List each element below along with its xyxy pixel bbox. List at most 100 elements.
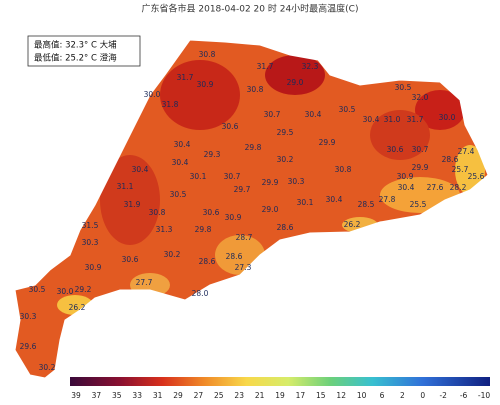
station-label: 27.3 bbox=[235, 263, 252, 272]
station-label: 30.0 bbox=[439, 113, 456, 122]
station-label: 28.5 bbox=[358, 200, 375, 209]
station-label: 27.7 bbox=[136, 278, 153, 287]
station-label: 30.6 bbox=[387, 145, 404, 154]
station-label: 30.0 bbox=[57, 287, 74, 296]
colorbar-label: 15 bbox=[316, 391, 326, 400]
colorbar-label: 37 bbox=[92, 391, 102, 400]
colorbar-label: 10 bbox=[357, 391, 367, 400]
station-label: 30.8 bbox=[199, 50, 216, 59]
station-label: 29.6 bbox=[20, 342, 37, 351]
station-label: 25.6 bbox=[468, 172, 485, 181]
station-label: 30.3 bbox=[288, 177, 305, 186]
station-label: 30.6 bbox=[122, 255, 139, 264]
station-label: 26.2 bbox=[69, 303, 86, 312]
station-label: 29.9 bbox=[319, 138, 336, 147]
station-label: 30.4 bbox=[305, 110, 322, 119]
colorbar-label: -6 bbox=[460, 391, 468, 400]
station-label: 30.4 bbox=[172, 158, 189, 167]
colorbar-label: 31 bbox=[153, 391, 163, 400]
summary-max: 最高值: 32.3° C 大埔 bbox=[34, 40, 117, 51]
station-label: 31.7 bbox=[177, 73, 194, 82]
station-label: 30.9 bbox=[397, 172, 414, 181]
station-label: 30.9 bbox=[225, 213, 242, 222]
station-label: 30.3 bbox=[20, 312, 37, 321]
colorbar-label: 23 bbox=[234, 391, 244, 400]
colorbar-label: 6 bbox=[380, 391, 385, 400]
station-label: 28.7 bbox=[236, 233, 253, 242]
station-label: 28.6 bbox=[277, 223, 294, 232]
station-label: 29.8 bbox=[245, 143, 262, 152]
station-label: 27.6 bbox=[427, 183, 444, 192]
colorbar-label: 0 bbox=[420, 391, 425, 400]
station-label: 29.0 bbox=[262, 205, 279, 214]
station-label: 30.5 bbox=[339, 105, 356, 114]
colorbar-label: 19 bbox=[275, 391, 285, 400]
station-label: 30.4 bbox=[174, 140, 191, 149]
station-label: 29.8 bbox=[195, 225, 212, 234]
station-label: 25.5 bbox=[410, 200, 427, 209]
station-label: 31.1 bbox=[117, 182, 134, 191]
station-label: 32.3 bbox=[302, 62, 319, 71]
station-label: 31.3 bbox=[156, 225, 173, 234]
station-label: 28.6 bbox=[199, 257, 216, 266]
colorbar-label: 25 bbox=[214, 391, 224, 400]
station-label: 32.0 bbox=[412, 93, 429, 102]
colorbar-label: -2 bbox=[439, 391, 447, 400]
station-label: 30.2 bbox=[39, 363, 56, 372]
station-label: 29.7 bbox=[234, 185, 251, 194]
station-label: 30.5 bbox=[395, 83, 412, 92]
colorbar-label: 2 bbox=[400, 391, 405, 400]
station-label: 31.8 bbox=[162, 100, 179, 109]
station-label: 29.3 bbox=[204, 150, 221, 159]
station-label: 30.6 bbox=[203, 208, 220, 217]
station-label: 30.7 bbox=[264, 110, 281, 119]
summary-min: 最低值: 25.2° C 澄海 bbox=[34, 53, 117, 64]
station-label: 30.5 bbox=[170, 190, 187, 199]
station-label: 30.2 bbox=[164, 250, 181, 259]
colorbar-label: 17 bbox=[296, 391, 306, 400]
colorbar-label: 35 bbox=[112, 391, 122, 400]
station-label: 29.0 bbox=[287, 78, 304, 87]
station-label: 30.4 bbox=[363, 115, 380, 124]
colorbar-label: 39 bbox=[71, 391, 81, 400]
station-label: 30.4 bbox=[398, 183, 415, 192]
colorbar-label: 21 bbox=[255, 391, 265, 400]
station-label: 28.0 bbox=[192, 289, 209, 298]
station-label: 29.9 bbox=[412, 163, 429, 172]
station-label: 30.8 bbox=[335, 165, 352, 174]
station-label: 29.5 bbox=[277, 128, 294, 137]
station-label: 30.8 bbox=[149, 208, 166, 217]
station-label: 26.2 bbox=[344, 220, 361, 229]
station-label: 30.1 bbox=[190, 172, 207, 181]
station-label: 31.7 bbox=[257, 62, 274, 71]
station-label: 30.9 bbox=[197, 80, 214, 89]
title: 广东省各市县 2018-04-02 20 时 24小时最高温度(C) bbox=[142, 3, 359, 15]
station-label: 25.7 bbox=[452, 165, 469, 174]
station-label: 31.5 bbox=[82, 221, 99, 230]
station-label: 30.1 bbox=[297, 198, 314, 207]
colorbar-label: 29 bbox=[173, 391, 183, 400]
station-label: 30.9 bbox=[85, 263, 102, 272]
station-label: 31.7 bbox=[407, 115, 424, 124]
colorbar bbox=[70, 377, 490, 386]
station-label: 30.0 bbox=[144, 90, 161, 99]
station-label: 31.0 bbox=[384, 115, 401, 124]
colorbar-label: 12 bbox=[336, 391, 346, 400]
colorbar-label: 33 bbox=[132, 391, 142, 400]
station-label: 30.7 bbox=[412, 145, 429, 154]
colorbar-label: -10 bbox=[478, 391, 490, 400]
station-label: 28.6 bbox=[226, 252, 243, 261]
station-label: 30.7 bbox=[224, 172, 241, 181]
station-label: 30.4 bbox=[326, 195, 343, 204]
station-label: 28.6 bbox=[442, 155, 459, 164]
station-label: 30.3 bbox=[82, 238, 99, 247]
station-label: 29.2 bbox=[75, 285, 92, 294]
station-label: 30.2 bbox=[277, 155, 294, 164]
station-label: 29.9 bbox=[262, 178, 279, 187]
station-label: 30.8 bbox=[247, 85, 264, 94]
station-label: 27.8 bbox=[379, 195, 396, 204]
station-label: 30.5 bbox=[29, 285, 46, 294]
station-label: 30.6 bbox=[222, 122, 239, 131]
station-label: 28.2 bbox=[450, 183, 467, 192]
